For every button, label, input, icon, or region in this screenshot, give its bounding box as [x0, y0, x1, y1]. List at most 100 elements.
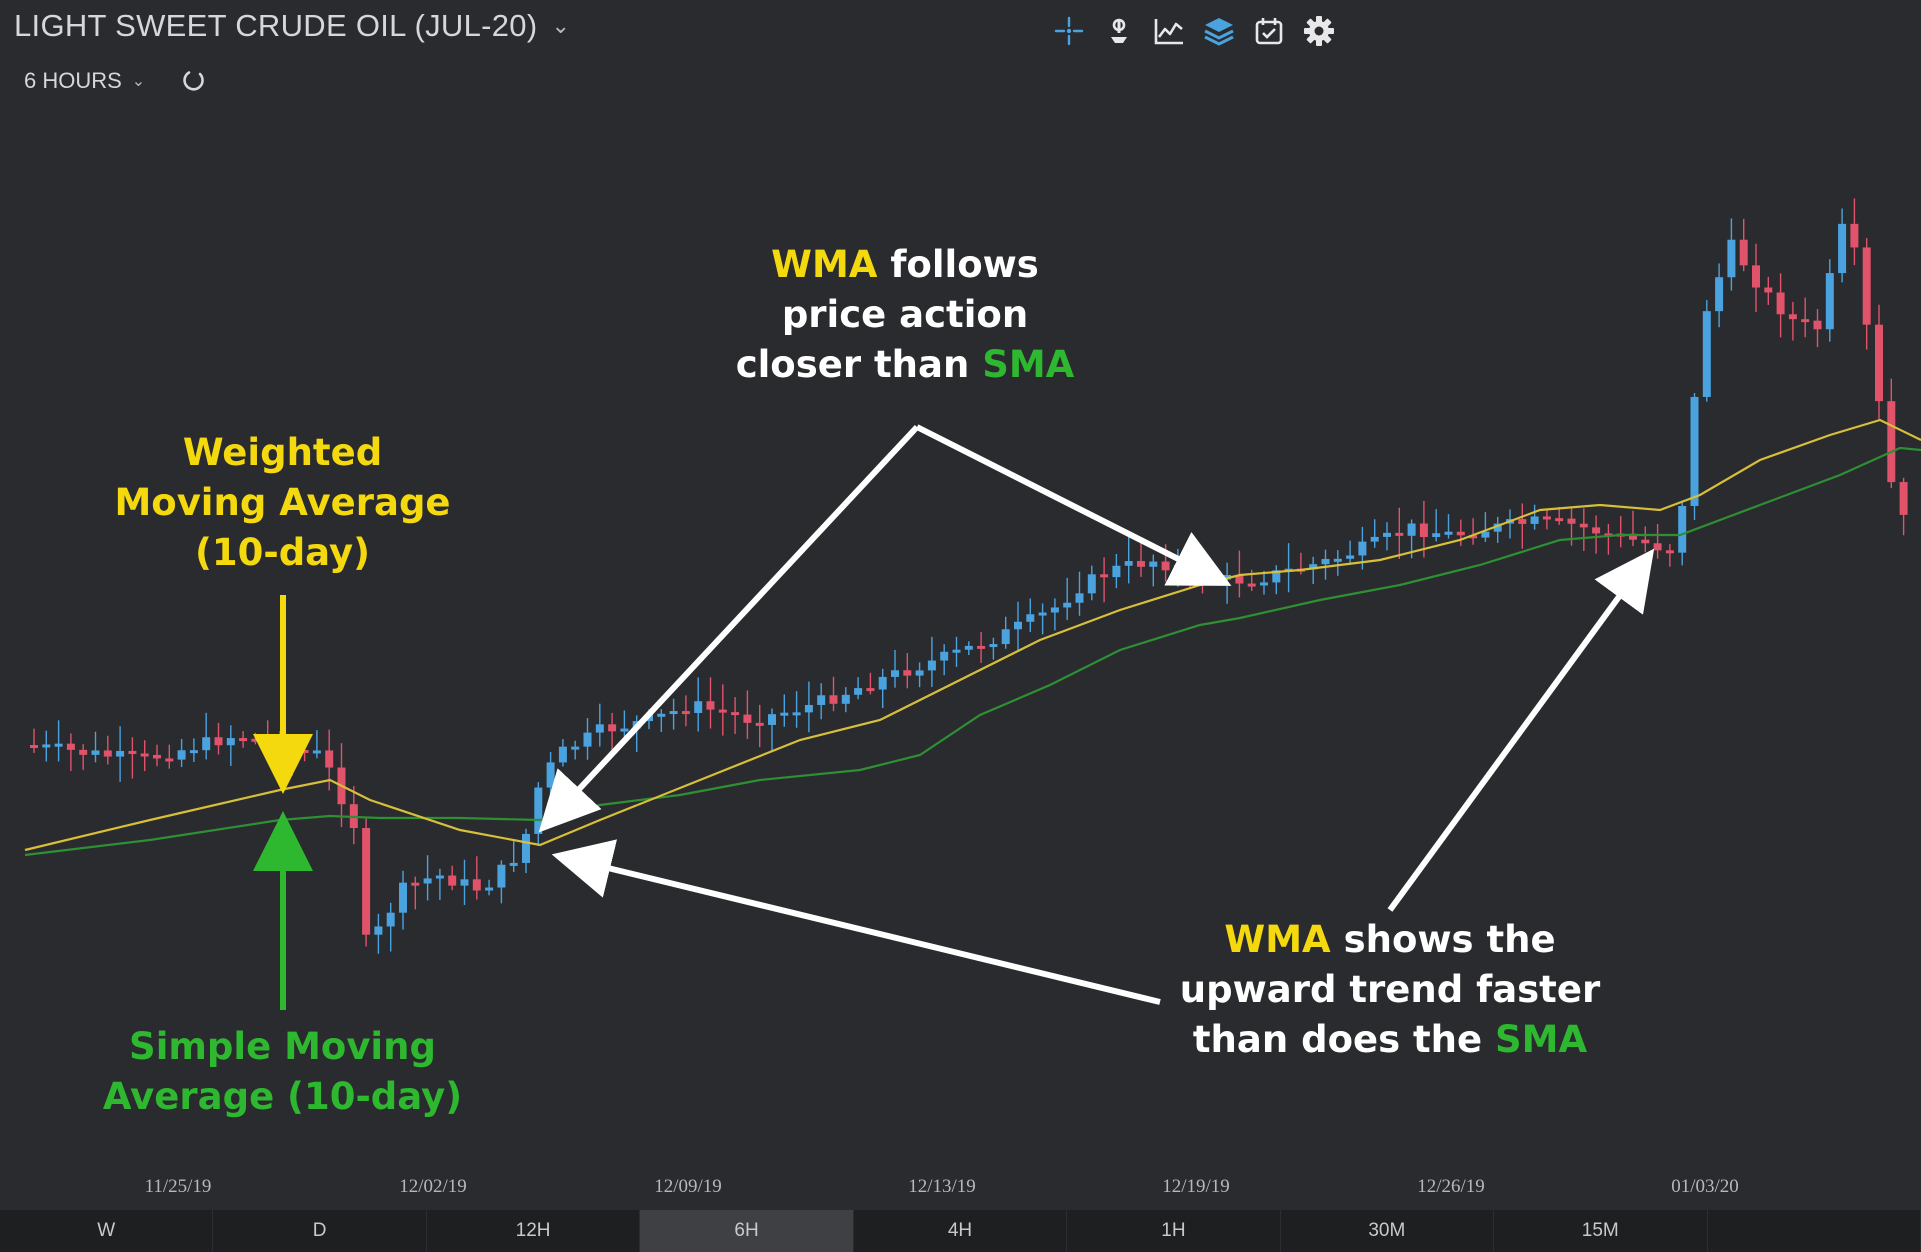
candle-body: [1161, 561, 1170, 571]
candle-body: [140, 753, 149, 757]
timeframe-d[interactable]: D: [213, 1210, 427, 1252]
symbol-title: LIGHT SWEET CRUDE OIL (JUL-20): [14, 8, 538, 43]
candle-body: [1518, 519, 1527, 524]
chevron-down-icon: ⌄: [551, 13, 571, 38]
candle-body: [1850, 223, 1859, 248]
candle-body: [1395, 532, 1404, 536]
bottom-note-arrow-right: [1387, 548, 1655, 912]
timeframe-6h[interactable]: 6H: [640, 1210, 854, 1252]
wma-line: [24, 418, 1921, 852]
candle-body: [1776, 292, 1785, 315]
candle-body: [534, 787, 543, 834]
candle-body: [608, 724, 617, 732]
candle-body: [731, 712, 740, 716]
candle-body: [669, 711, 678, 715]
layers-icon[interactable]: [1202, 12, 1236, 50]
wma-label-line2: Moving Average: [114, 480, 451, 524]
top-callout-line3: closer than SMA: [700, 340, 1110, 390]
top-callout-wma: WMA: [771, 243, 878, 286]
timeframe-1h[interactable]: 1H: [1067, 1210, 1281, 1252]
candle-body: [1887, 401, 1896, 483]
candle-body: [1641, 539, 1650, 544]
candle-body: [817, 695, 826, 705]
bottom-callout-wma: WMA: [1224, 918, 1331, 961]
candle-body: [1653, 543, 1662, 551]
candle-body: [989, 644, 998, 648]
timeframe-15m[interactable]: 15M: [1494, 1210, 1708, 1252]
top-callout-line1-rest: follows: [877, 243, 1039, 286]
candle-body: [1112, 565, 1121, 578]
candle-body: [571, 746, 580, 750]
candle-body: [1235, 574, 1244, 584]
timeframe-4h[interactable]: 4H: [854, 1210, 1068, 1252]
candle-body: [66, 743, 75, 750]
candle-body: [435, 875, 444, 879]
candle-body: [546, 762, 555, 788]
candle-body: [768, 714, 776, 725]
timeframe-12h[interactable]: 12H: [427, 1210, 641, 1252]
candle-body: [1727, 239, 1736, 278]
candle-body: [1370, 536, 1379, 542]
gear-icon[interactable]: [1302, 12, 1336, 50]
candle-body: [1346, 555, 1355, 559]
candle-body: [472, 879, 481, 891]
candle-body: [325, 750, 334, 768]
candle-body: [165, 758, 174, 762]
timeframe-w[interactable]: W: [0, 1210, 214, 1252]
candle-body: [153, 754, 161, 759]
candle-body: [1038, 612, 1047, 616]
candle-body: [1592, 527, 1601, 534]
candle-body: [915, 670, 924, 676]
candle-body: [460, 879, 469, 886]
candle-body: [829, 695, 838, 704]
candle-body: [1444, 531, 1453, 535]
candle-body: [1579, 523, 1588, 528]
candle-body: [263, 739, 272, 743]
candle-body: [903, 670, 912, 676]
timeframe-extra[interactable]: [1708, 1210, 1921, 1252]
candle-body: [1481, 531, 1490, 538]
annotation-arrows: [253, 424, 1655, 1010]
candle-body: [1555, 518, 1564, 522]
candle-body: [1026, 614, 1035, 622]
candle-body: [706, 701, 715, 710]
candle-body: [620, 728, 629, 732]
date-tick: 12/02/19: [399, 1176, 467, 1197]
candle-body: [362, 828, 371, 935]
candle-body: [1137, 561, 1145, 567]
candle-body: [657, 713, 666, 717]
date-tick: 12/26/19: [1417, 1176, 1485, 1197]
calendar-icon[interactable]: [1252, 12, 1286, 50]
candle-body: [30, 745, 38, 748]
candle-body: [1542, 516, 1551, 520]
candle-body: [177, 750, 186, 760]
interval-selector[interactable]: 6 HOURS ⌄: [24, 68, 145, 94]
date-tick: 12/09/19: [654, 1176, 722, 1197]
candle-body: [214, 737, 223, 746]
sma-label-line2: Average (10-day): [102, 1074, 463, 1118]
symbol-selector[interactable]: LIGHT SWEET CRUDE OIL (JUL-20) ⌄: [14, 8, 570, 44]
candle-body: [1764, 287, 1773, 293]
crosshair-icon[interactable]: [1052, 12, 1086, 50]
pin-icon[interactable]: [1102, 12, 1136, 50]
sma-legend-label: Simple Moving Average (10-day): [80, 1022, 485, 1122]
refresh-icon[interactable]: [180, 66, 208, 94]
timeframe-30m[interactable]: 30M: [1281, 1210, 1495, 1252]
line-chart-icon[interactable]: [1152, 12, 1186, 50]
price-chart[interactable]: [0, 130, 1921, 1168]
candle-body: [1690, 396, 1699, 506]
candle-body: [103, 750, 112, 757]
candle-body: [448, 875, 457, 886]
candle-body: [1321, 558, 1330, 565]
candle-body: [1665, 550, 1674, 554]
top-callout-line1: WMA follows: [700, 240, 1110, 290]
candle-body: [312, 750, 321, 754]
candle-body: [1629, 533, 1637, 540]
candle-body: [1838, 223, 1847, 274]
bottom-callout-line3: than does the SMA: [1150, 1015, 1630, 1065]
candle-body: [91, 750, 100, 755]
candle-body: [288, 749, 297, 754]
bottom-callout-sma: SMA: [1495, 1017, 1588, 1061]
candle-body: [1001, 629, 1010, 645]
candle-body: [1813, 320, 1822, 330]
